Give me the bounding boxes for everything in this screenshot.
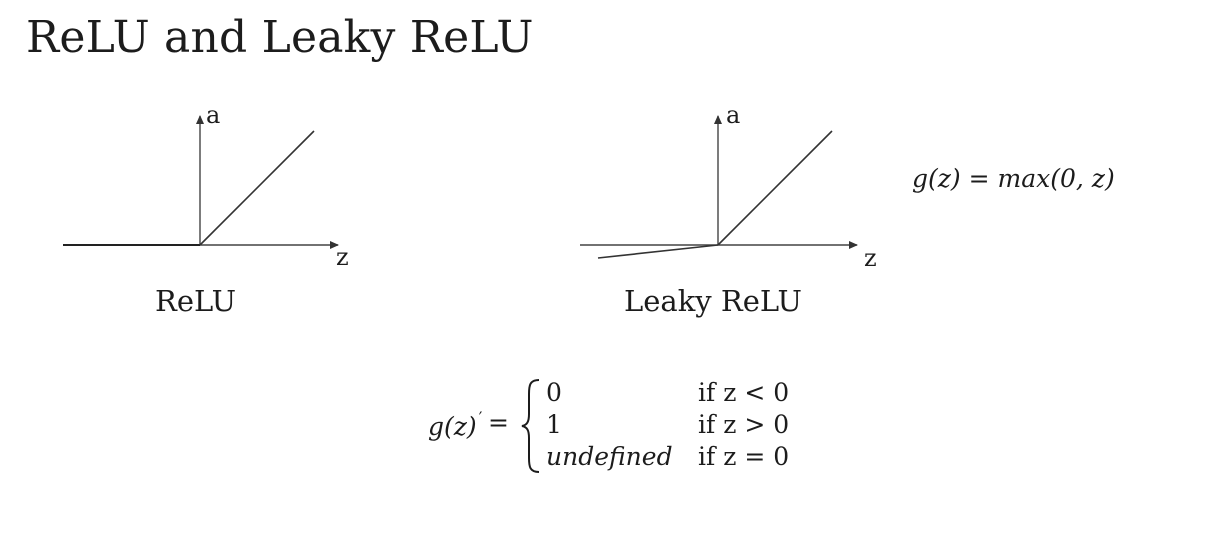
leaky-relu-graph (580, 115, 858, 259)
derivative-case-row: 1 if z > 0 (546, 410, 806, 442)
case-condition: if z < 0 (698, 378, 790, 407)
relu-x-axis-label: z (336, 243, 349, 271)
case-value: 0 (546, 378, 562, 407)
derivative-lhs-function: g(z) (428, 412, 477, 441)
leaky-curve-positive (717, 130, 833, 246)
relu-curve-positive (199, 130, 315, 246)
derivative-lhs: g(z) ′ (428, 408, 482, 441)
derivative-prime: ′ (478, 408, 483, 427)
relu-derivative-formula: g(z) ′ = 0 if z < 0 1 if z > 0 undefined … (428, 376, 808, 476)
relu-plot: a z ReLU (55, 95, 375, 325)
case-value: 1 (546, 410, 562, 439)
relu-y-axis-label: a (206, 101, 221, 129)
left-brace-icon (521, 379, 540, 473)
leaky-relu-plot: a z Leaky ReLU (573, 95, 903, 325)
relu-caption: ReLU (155, 284, 237, 318)
leaky-curve-negative (597, 244, 719, 259)
case-value: undefined (546, 442, 673, 471)
relu-graph (63, 115, 339, 249)
relu-definition-formula: g(z) = max(0, z) (912, 164, 1115, 193)
slide-title: ReLU and Leaky ReLU (26, 12, 534, 63)
derivative-equals: = (488, 408, 509, 437)
case-condition: if z = 0 (698, 442, 790, 471)
leaky-x-axis-label: z (864, 244, 877, 272)
leaky-y-axis-label: a (726, 101, 741, 129)
case-condition: if z > 0 (698, 410, 790, 439)
derivative-case-row: undefined if z = 0 (546, 442, 806, 474)
derivative-case-row: 0 if z < 0 (546, 378, 806, 410)
leaky-relu-caption: Leaky ReLU (624, 284, 802, 318)
